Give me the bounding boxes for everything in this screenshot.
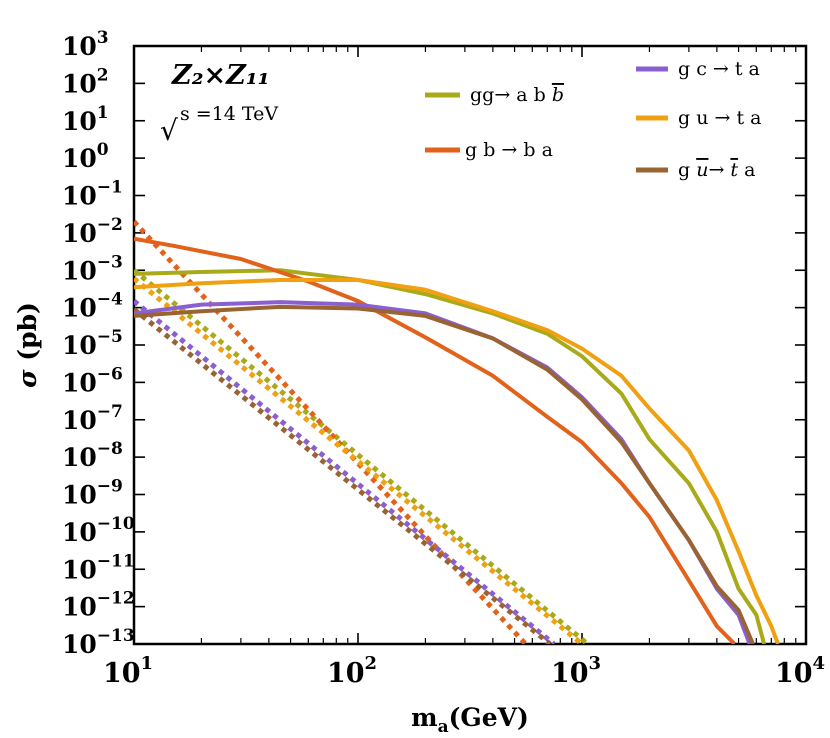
y-tick-label: 10−9 xyxy=(62,477,123,510)
series-line xyxy=(134,268,767,644)
series-line xyxy=(134,277,780,644)
y-tick-label: 103 xyxy=(62,28,109,61)
legend-label: g c → t a xyxy=(678,58,760,80)
y-tick-label: 10−6 xyxy=(62,364,123,397)
x-tick-label: 103 xyxy=(551,653,601,689)
y-tick-label: 101 xyxy=(62,103,109,136)
series-line xyxy=(134,304,755,644)
y-tick-label: 10−8 xyxy=(62,439,123,472)
energy-annotation: s =14 TeV xyxy=(180,103,278,125)
x-tick-labels: 101 102 103 104 xyxy=(103,653,825,689)
y-tick-label: 10−10 xyxy=(62,514,135,547)
series-line-dotted xyxy=(134,276,584,644)
series-layer xyxy=(134,219,780,644)
y-tick-label: 100 xyxy=(62,140,109,173)
y-axis-title: σ (pb) xyxy=(13,302,42,388)
y-tick-label: 10−4 xyxy=(62,290,123,323)
series-line-dotted xyxy=(134,268,590,644)
legend-label: g u→ t a xyxy=(678,159,755,181)
legend-label: gg→ a b b xyxy=(470,84,564,106)
legend-label: g u → t a xyxy=(678,107,761,129)
x-tick-label: 102 xyxy=(327,653,377,689)
y-tick-label: 10−12 xyxy=(62,589,135,622)
series-line xyxy=(134,236,737,644)
x-axis-title: ma(GeV) xyxy=(411,703,529,737)
y-tick-label: 10−13 xyxy=(62,626,135,659)
y-tick-label: 10−3 xyxy=(62,252,123,285)
y-tick-label: 10−7 xyxy=(62,402,123,435)
y-tick-label: 102 xyxy=(62,65,109,98)
y-tick-label: 10−1 xyxy=(62,178,123,211)
series-line-dotted xyxy=(134,299,556,644)
energy-root-symbol: √ xyxy=(160,114,178,147)
y-tick-label: 10−2 xyxy=(62,215,123,248)
series-line xyxy=(134,300,752,644)
y-tick-label: 10−11 xyxy=(62,551,135,584)
x-tick-label: 101 xyxy=(103,653,153,689)
legend: gg→ a b b g b → b a g c → t a g u → t a g u→… xyxy=(425,58,761,181)
y-tick-label: 10−5 xyxy=(62,327,123,360)
x-tick-label: 104 xyxy=(775,653,825,689)
series-line-dotted xyxy=(134,307,552,644)
model-annotation: Z₂×Z₁₁ xyxy=(171,60,270,91)
y-tick-labels: 103 102 101 100 10−1 10−2 10−3 10−4 10−5 10−6 10−7… xyxy=(62,28,135,659)
legend-label: g b → b a xyxy=(465,139,553,161)
minor-ticks xyxy=(200,46,797,644)
